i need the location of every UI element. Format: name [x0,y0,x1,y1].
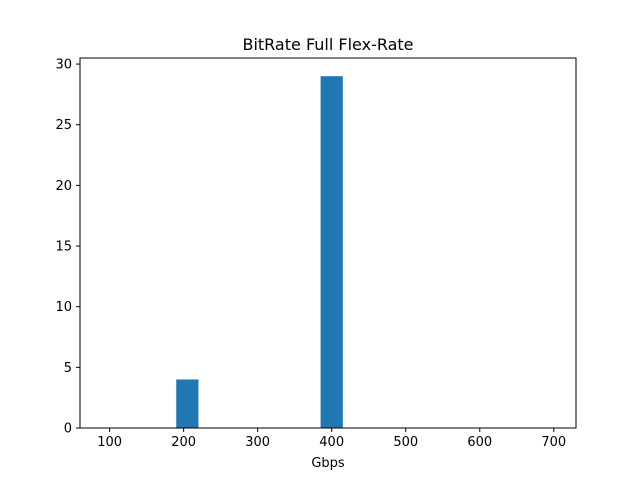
y-tick-label: 0 [64,422,72,437]
x-axis-label: Gbps [311,456,345,471]
plot-frame [79,57,577,429]
y-tick-label: 20 [55,179,72,194]
x-tick-label: 100 [97,435,122,450]
x-tick-label: 500 [393,435,418,450]
y-tick-label: 10 [55,300,72,315]
x-axis: 100 200 300 400 500 600 700 [97,428,566,450]
x-tick-label: 200 [171,435,196,450]
y-tick-label: 5 [64,361,72,376]
x-tick-label: 600 [467,435,492,450]
y-tick-label: 25 [55,118,72,133]
y-tick-label: 15 [55,240,72,255]
y-axis: 0 5 10 15 20 25 30 [55,58,80,437]
x-tick-label: 700 [541,435,566,450]
bar-1 [320,76,343,429]
y-tick-label: 30 [55,58,72,73]
x-tick-label: 300 [245,435,270,450]
bar-0 [176,379,199,428]
bars-group [176,76,343,429]
x-tick-label: 400 [319,435,344,450]
chart-title: BitRate Full Flex-Rate [242,35,413,54]
